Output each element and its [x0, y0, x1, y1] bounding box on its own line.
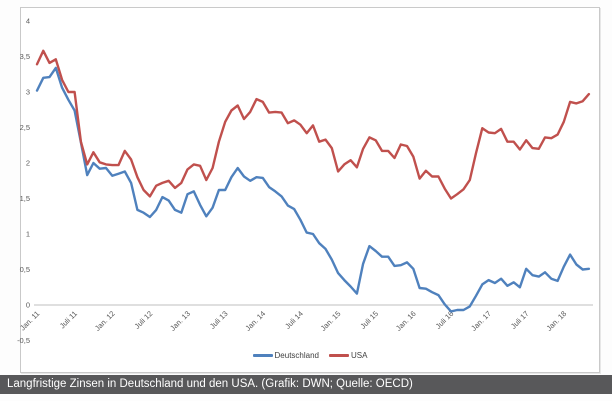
- x-axis-tick-label: Jan. 16: [394, 309, 418, 333]
- legend-swatch-deutschland-line: [252, 354, 273, 357]
- line-chart: 4 3,5 3 2,5 2 1,5 1 0,5 0 -0,5 Jan. 11 Juli 11 Jan. …: [17, 17, 593, 345]
- y-axis-tick-label: 3,5: [20, 52, 30, 61]
- x-axis-tick-label: Jan. 12: [93, 309, 117, 333]
- x-axis-tick-label: Juli 11: [58, 309, 79, 330]
- x-axis-tick-label: Juli 13: [208, 309, 230, 331]
- x-axis-tick-label: Jan. 17: [469, 309, 493, 333]
- y-axis-tick-label: 0,5: [20, 265, 30, 274]
- caption-text: Langfristige Zinsen in Deutschland und d…: [7, 378, 413, 390]
- legend-label-deutschland: Deutschland: [274, 351, 320, 360]
- caption-bar: Langfristige Zinsen in Deutschland und d…: [0, 375, 612, 394]
- y-axis-tick-label: 1,5: [20, 194, 30, 203]
- legend-swatch-usa-line: [329, 354, 350, 357]
- x-axis-tick-label: Juli 12: [133, 309, 155, 331]
- x-axis-tick-label: Jan. 11: [18, 309, 41, 332]
- legend-item-usa: USA: [329, 351, 367, 360]
- y-axis-tick-label: 2: [26, 159, 30, 168]
- x-axis-tick-label: Jan. 18: [544, 309, 568, 333]
- x-axis-tick-label: Juli 14: [283, 309, 305, 331]
- y-axis-tick-label: 4: [26, 17, 30, 26]
- series-line-usa: [35, 49, 591, 200]
- legend-item-deutschland: Deutschland: [252, 351, 320, 360]
- x-axis-tick-label: Jan. 14: [243, 309, 267, 333]
- y-axis-tick-label: 2,5: [20, 123, 30, 132]
- y-axis-tick-label: -0,5: [17, 336, 30, 345]
- chart-legend: Deutschland USA: [21, 351, 599, 360]
- y-axis-tick-label: 1: [26, 230, 30, 239]
- series-line-deutschland: [35, 66, 591, 313]
- legend-label-usa: USA: [351, 351, 368, 360]
- x-axis-tick-label: Jan. 15: [319, 309, 343, 333]
- x-axis-tick-label: Jan. 13: [168, 309, 192, 333]
- x-axis-tick-label: Juli 15: [358, 309, 380, 331]
- x-axis-tick-label: Juli 17: [509, 309, 531, 331]
- y-axis-tick-label: 0: [26, 301, 30, 310]
- y-axis-tick-label: 3: [26, 88, 30, 97]
- chart-panel: 4 3,5 3 2,5 2 1,5 1 0,5 0 -0,5 Jan. 11 Juli 11 Jan. …: [17, 7, 600, 373]
